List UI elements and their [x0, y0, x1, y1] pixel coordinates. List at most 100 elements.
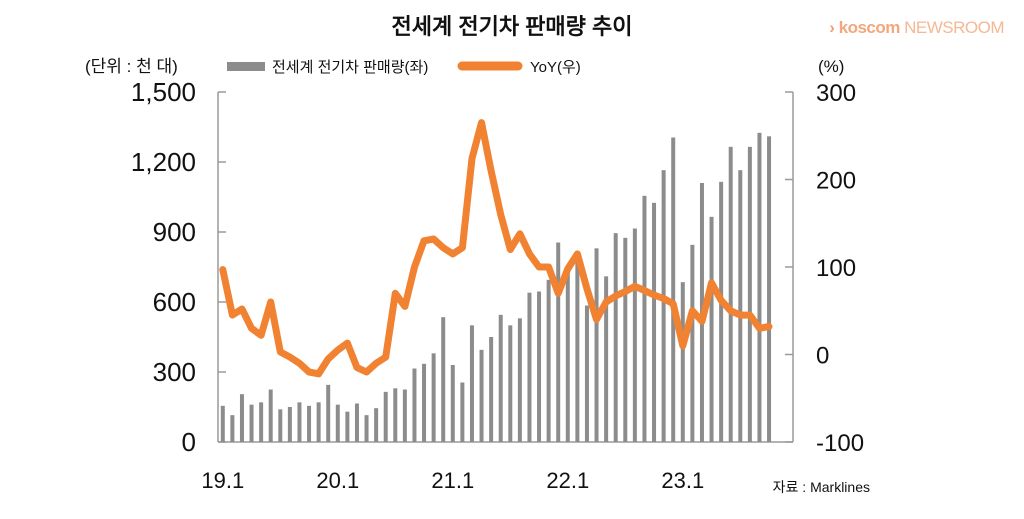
- yoy-point: [730, 310, 732, 312]
- sales-bar: [671, 137, 676, 442]
- sales-bar: [431, 353, 436, 442]
- sales-bar: [249, 404, 254, 442]
- yoy-series: [219, 119, 773, 378]
- sales-bar: [508, 325, 513, 442]
- sales-bar: [546, 279, 551, 442]
- sales-bar: [441, 317, 446, 442]
- yoy-point: [471, 158, 473, 159]
- yoy-point: [634, 285, 636, 287]
- yoy-point: [605, 301, 607, 303]
- legend-bar-label: 전세계 전기차 판매량(좌): [272, 59, 428, 76]
- sales-bar: [422, 363, 427, 442]
- yoy-point: [500, 214, 502, 215]
- sales-bar: [623, 237, 628, 442]
- sales-bar: [728, 146, 733, 443]
- right-tick-label: 200: [816, 168, 856, 195]
- sales-bar: [287, 407, 292, 442]
- sales-bar: [709, 216, 714, 442]
- yoy-point: [385, 356, 387, 358]
- sales-bar: [652, 202, 657, 442]
- yoy-point: [394, 292, 396, 294]
- left-tick-label: 0: [182, 427, 196, 457]
- yoy-point: [663, 298, 665, 299]
- yoy-point: [739, 314, 741, 316]
- x-tick-label: 23.1: [661, 468, 704, 493]
- yoy-point: [318, 373, 320, 375]
- yoy-point: [231, 314, 233, 316]
- right-tick-label: 300: [816, 80, 856, 107]
- yoy-point: [701, 320, 703, 322]
- yoy-point: [490, 170, 492, 172]
- x-tick-label: 20.1: [316, 468, 359, 493]
- sales-bar: [489, 337, 494, 442]
- yoy-point: [615, 295, 617, 297]
- yoy-point: [298, 362, 300, 364]
- chart-title: 전세계 전기차 판매량 추이: [392, 14, 633, 39]
- yoy-point: [481, 122, 483, 124]
- sales-bar: [642, 195, 647, 442]
- sales-bar: [402, 389, 407, 442]
- yoy-point: [624, 291, 626, 292]
- sales-bar: [747, 146, 752, 443]
- brand-name: koscom: [838, 18, 901, 37]
- yoy-point: [442, 247, 444, 249]
- sales-bar: [719, 181, 724, 443]
- sales-bar: [517, 318, 522, 442]
- yoy-point: [653, 294, 655, 296]
- sales-bar: [220, 405, 225, 442]
- yoy-point: [337, 349, 339, 351]
- sales-bar: [316, 402, 321, 442]
- yoy-point: [749, 314, 751, 316]
- yoy-point: [356, 367, 358, 369]
- sales-bar: [584, 305, 589, 442]
- sales-bar: [278, 409, 283, 442]
- yoy-point: [279, 351, 281, 353]
- sales-bar: [326, 384, 331, 442]
- sales-bar: [690, 244, 695, 442]
- sales-bar: [374, 408, 379, 442]
- brand-chevron-icon: ›: [829, 18, 835, 37]
- yoy-point: [433, 238, 435, 240]
- yoy-point: [413, 266, 415, 268]
- right-tick-label: -100: [816, 430, 864, 457]
- left-unit-label: (단위 : 천 대): [85, 57, 178, 76]
- x-tick-label: 21.1: [431, 468, 474, 493]
- sales-bar: [412, 368, 417, 442]
- left-tick-label: 1,200: [131, 147, 196, 177]
- sales-bar: [383, 391, 388, 442]
- sales-bar: [556, 242, 561, 442]
- yoy-point: [452, 253, 454, 255]
- sales-bar: [537, 291, 542, 442]
- brand-suffix: NEWSROOM: [904, 18, 1004, 37]
- sales-bar: [479, 349, 484, 442]
- legend: 전세계 전기차 판매량(좌) YoY(우): [227, 59, 581, 76]
- sales-bar: [575, 260, 580, 442]
- sales-bar: [239, 394, 244, 442]
- yoy-point: [711, 282, 713, 284]
- sales-bar: [259, 402, 264, 442]
- legend-bar-swatch: [227, 62, 265, 71]
- sales-bar: [460, 382, 465, 442]
- yoy-point: [720, 299, 722, 301]
- x-tick-label: 19.1: [201, 468, 244, 493]
- sales-bar: [469, 325, 474, 442]
- yoy-line: [219, 119, 773, 378]
- sales-bar: [661, 170, 666, 442]
- left-tick-label: 1,500: [131, 77, 196, 107]
- brand-logo: › koscom NEWSROOM: [829, 18, 1004, 38]
- right-unit-label: (%): [818, 57, 844, 76]
- sales-bar: [354, 403, 359, 442]
- right-tick-label: 0: [816, 343, 829, 370]
- yoy-point: [758, 327, 760, 329]
- left-tick-label: 300: [153, 357, 196, 387]
- yoy-point: [567, 268, 569, 270]
- tick-labels: 0 300 600 900 1,200 1,500 -100 0 100 200 300 19.1 20…: [131, 77, 864, 493]
- yoy-point: [270, 301, 272, 303]
- sales-bar: [604, 276, 609, 442]
- yoy-point: [375, 362, 377, 364]
- yoy-point: [241, 308, 243, 310]
- sales-bar: [613, 233, 618, 442]
- yoy-point: [308, 371, 310, 373]
- sales-bar: [307, 405, 312, 442]
